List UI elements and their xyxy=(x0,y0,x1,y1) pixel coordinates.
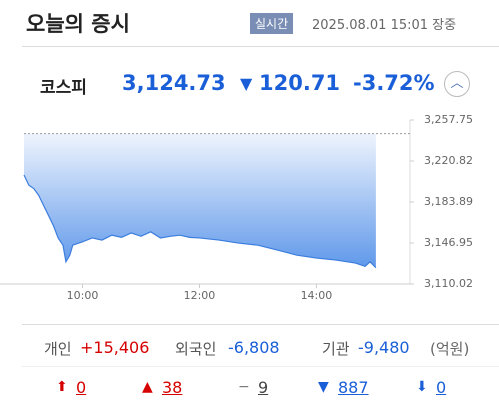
area xyxy=(24,133,376,268)
timestamp: 2025.08.01 15:01 장중 xyxy=(312,18,457,33)
divider xyxy=(22,366,499,367)
investor-label: 개인 xyxy=(44,340,72,358)
investor-value: -6,808 xyxy=(228,338,280,357)
investor-label: 기관 xyxy=(322,340,350,358)
breadth-count[interactable]: 38 xyxy=(162,378,183,397)
badge: 실시간 xyxy=(250,13,294,34)
investor-label: 외국인 xyxy=(175,340,217,358)
x-tick-label: 10:00 xyxy=(67,289,99,300)
unit: (억원) xyxy=(430,340,470,358)
breadth-count[interactable]: 0 xyxy=(436,378,447,397)
investor-value: +15,406 xyxy=(80,338,150,357)
y-tick-label: 3,257.75 xyxy=(424,113,473,126)
divider xyxy=(22,324,499,325)
index-change-rate: -3.72% xyxy=(353,71,435,95)
breadth-icon: ▼ xyxy=(318,379,329,395)
y-tick-label: 3,110.02 xyxy=(424,277,473,290)
index-price: 3,124.73 xyxy=(122,71,226,95)
index-name: 코스피 xyxy=(40,78,87,98)
x-tick-label: 12:00 xyxy=(184,289,216,300)
x-tick-label: 14:00 xyxy=(301,289,333,300)
index-change: 120.71 xyxy=(259,71,341,95)
breadth-icon: ▲ xyxy=(142,379,153,395)
collapse-button[interactable]: ︿ xyxy=(444,71,470,97)
breadth-icon: ⬇ xyxy=(416,379,428,395)
y-tick-label: 3,220.82 xyxy=(424,154,473,167)
breadth-count[interactable]: 9 xyxy=(258,378,269,397)
y-tick-label: 3,183.89 xyxy=(424,195,473,208)
line xyxy=(23,174,377,269)
investor-value: -9,480 xyxy=(358,338,410,357)
breadth-count[interactable]: 887 xyxy=(338,378,369,397)
chart: 3,257.75 3,220.82 3,183.89 3,146.95 3,110.02… xyxy=(0,113,473,300)
breadth-icon: ⬆ xyxy=(56,379,68,395)
breadth-count[interactable]: 0 xyxy=(76,378,87,397)
breadth-icon: − xyxy=(238,379,250,395)
divider xyxy=(22,46,499,47)
y-tick-label: 3,146.95 xyxy=(424,236,473,249)
title: 오늘의 증시 xyxy=(26,12,130,36)
down-arrow: ▼ xyxy=(240,74,253,93)
